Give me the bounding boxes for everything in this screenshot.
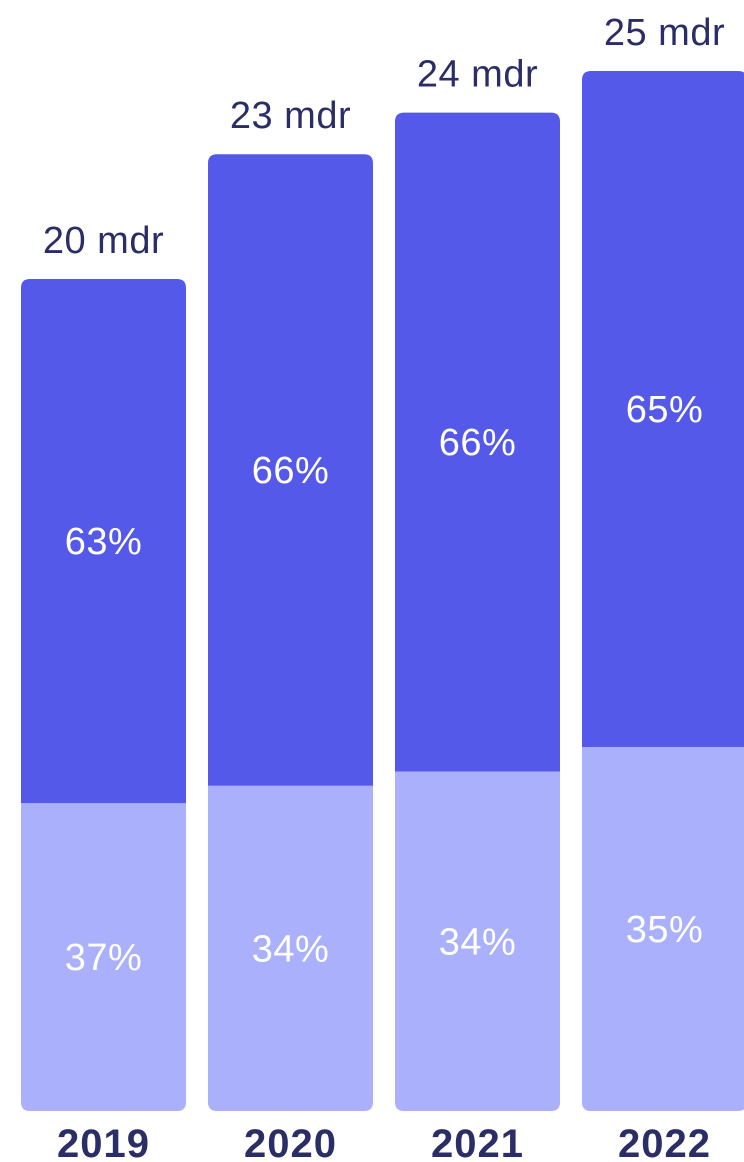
bar-segment-upper-2019 bbox=[21, 279, 186, 804]
bar-segment-lower-2022 bbox=[581, 746, 744, 1111]
data-label-lower-2022: 35% bbox=[626, 909, 704, 951]
data-label-upper-2019: 63% bbox=[65, 521, 143, 563]
bar-segment-upper-2022 bbox=[581, 71, 744, 747]
data-label-lower-2021: 34% bbox=[439, 921, 517, 963]
data-label-upper-2022: 65% bbox=[626, 389, 704, 431]
data-label-upper-2021: 66% bbox=[439, 422, 517, 464]
data-label-lower-2020: 34% bbox=[252, 928, 330, 970]
bar-segment-lower-2021 bbox=[395, 771, 560, 1111]
x-tick-label-2019: 2019 bbox=[57, 1122, 150, 1162]
bars-group bbox=[21, 71, 744, 1111]
total-label-2022: 25 mdr bbox=[604, 12, 725, 54]
labels-group: 63% 37% 20 mdr 2019 66% 34% 23 mdr 2020 66% 34% 24… bbox=[43, 12, 725, 1162]
total-label-2020: 23 mdr bbox=[230, 95, 351, 137]
total-label-2021: 24 mdr bbox=[417, 54, 538, 96]
bar-segment-upper-2021 bbox=[395, 112, 560, 772]
bar-segment-lower-2019 bbox=[21, 803, 186, 1111]
data-label-lower-2019: 37% bbox=[65, 937, 143, 979]
bar-segment-lower-2020 bbox=[208, 785, 373, 1111]
data-label-upper-2020: 66% bbox=[252, 450, 330, 492]
x-tick-label-2021: 2021 bbox=[431, 1122, 524, 1162]
x-tick-label-2022: 2022 bbox=[618, 1122, 711, 1162]
bar-segment-upper-2020 bbox=[208, 154, 373, 786]
total-label-2019: 20 mdr bbox=[43, 220, 164, 262]
x-tick-label-2020: 2020 bbox=[244, 1122, 337, 1162]
